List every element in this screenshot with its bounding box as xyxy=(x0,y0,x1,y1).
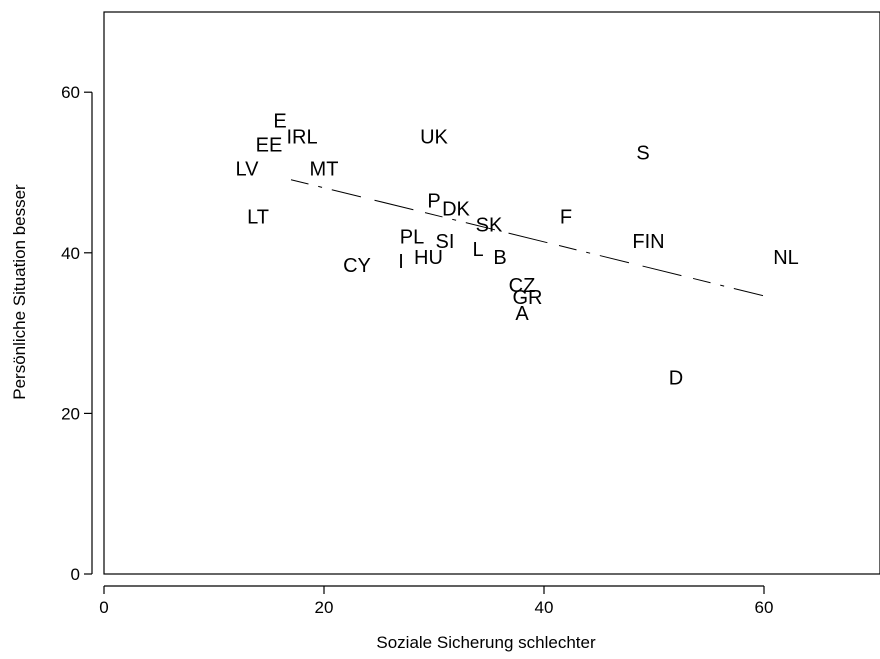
data-point-label: NL xyxy=(773,247,799,269)
x-tick-label: 0 xyxy=(99,598,108,617)
data-point-label: DK xyxy=(442,199,470,221)
data-point-label: MT xyxy=(310,158,339,180)
data-point-label: A xyxy=(515,303,529,325)
y-tick-label: 20 xyxy=(61,404,80,423)
plot-frame xyxy=(103,11,880,575)
data-point-label: PL xyxy=(400,227,424,249)
trend-line xyxy=(290,179,776,300)
y-axis-title: Persönliche Situation besser xyxy=(10,184,29,400)
data-point-label: L xyxy=(472,239,483,261)
data-point-label: CY xyxy=(343,255,371,277)
data-point-label: B xyxy=(493,247,506,269)
data-point-label: FIN xyxy=(632,231,664,253)
data-point-label: LV xyxy=(236,158,260,180)
data-point-label: UK xyxy=(420,126,448,148)
data-point-label: IRL xyxy=(286,126,317,148)
data-point-label: CZ xyxy=(509,275,536,297)
data-point-label: D xyxy=(669,367,683,389)
y-tick-label: 0 xyxy=(71,565,80,584)
data-point-label: HU xyxy=(414,247,443,269)
x-axis-title: Soziale Sicherung schlechter xyxy=(376,633,596,652)
x-tick-label: 20 xyxy=(315,598,334,617)
data-point-label: GR xyxy=(513,287,543,309)
data-point-label: I xyxy=(398,251,404,273)
x-tick-label: 60 xyxy=(755,598,774,617)
y-tick-label: 40 xyxy=(61,244,80,263)
data-point-label: S xyxy=(636,142,649,164)
x-tick-label: 40 xyxy=(535,598,554,617)
axes: 0 20 40 60 0 20 40 60 xyxy=(61,83,773,617)
data-point-label: P xyxy=(427,191,440,213)
data-point-label: SI xyxy=(436,231,455,253)
y-tick-label: 60 xyxy=(61,83,80,102)
data-point-label: F xyxy=(560,207,572,229)
data-point-label: EE xyxy=(256,134,283,156)
data-point-label: SK xyxy=(476,215,503,237)
data-point-label: LT xyxy=(247,207,269,229)
data-point-label: E xyxy=(273,110,286,132)
trend-line-group xyxy=(290,179,776,300)
